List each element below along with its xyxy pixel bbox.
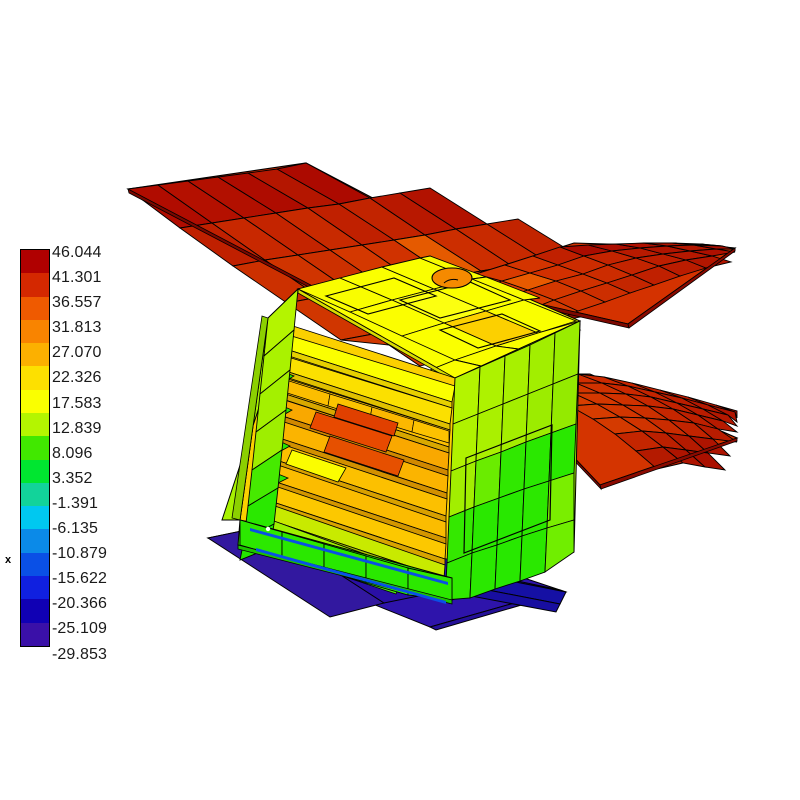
legend-band-13 xyxy=(21,552,49,576)
legend-band-4 xyxy=(21,343,49,367)
side-panel-right xyxy=(444,320,581,601)
legend-band-12 xyxy=(21,529,49,553)
legend-label-7: 12.839 xyxy=(52,419,102,437)
legend-band-14 xyxy=(21,575,49,600)
legend-band-5 xyxy=(21,366,49,390)
legend-label-8: 8.096 xyxy=(52,444,93,462)
legend-band-16 xyxy=(21,622,49,646)
legend-label-2: 36.557 xyxy=(52,294,102,312)
legend-band-10 xyxy=(21,482,49,507)
legend-band-15 xyxy=(21,599,49,623)
contour-legend: 46.044 41.301 36.557 31.813 27.070 22.326 17.5… xyxy=(0,0,140,800)
legend-label-9: 3.352 xyxy=(52,469,93,487)
legend-band-9 xyxy=(21,459,49,483)
legend-band-2 xyxy=(21,296,49,320)
legend-label-4: 27.070 xyxy=(52,344,102,362)
legend-band-8 xyxy=(21,436,49,460)
legend-label-10: -1.391 xyxy=(52,494,98,512)
axis-marker-x: x xyxy=(5,554,12,566)
legend-label-3: 31.813 xyxy=(52,319,102,337)
legend-color-swatches xyxy=(20,249,50,647)
legend-label-6: 17.583 xyxy=(52,394,102,412)
legend-value-labels: 46.044 41.301 36.557 31.813 27.070 22.326 17.5… xyxy=(52,240,140,667)
legend-label-0: 46.044 xyxy=(52,244,102,261)
legend-label-11: -6.135 xyxy=(52,520,98,538)
legend-band-7 xyxy=(21,412,49,437)
legend-label-1: 41.301 xyxy=(52,269,102,287)
legend-band-11 xyxy=(21,506,49,530)
legend-band-6 xyxy=(21,389,49,413)
lower-body-front xyxy=(237,519,453,605)
legend-label-14: -20.366 xyxy=(52,595,107,613)
legend-label-12: -10.879 xyxy=(52,545,107,563)
legend-band-1 xyxy=(21,273,49,297)
legend-band-0 xyxy=(21,250,49,274)
legend-band-3 xyxy=(21,319,49,344)
node-highlight xyxy=(265,526,271,532)
legend-label-13: -15.622 xyxy=(52,570,107,588)
legend-label-15: -25.109 xyxy=(52,620,107,638)
legend-label-5: 22.326 xyxy=(52,369,102,387)
legend-label-16: -29.853 xyxy=(52,645,107,663)
antenna-dish xyxy=(431,267,473,289)
